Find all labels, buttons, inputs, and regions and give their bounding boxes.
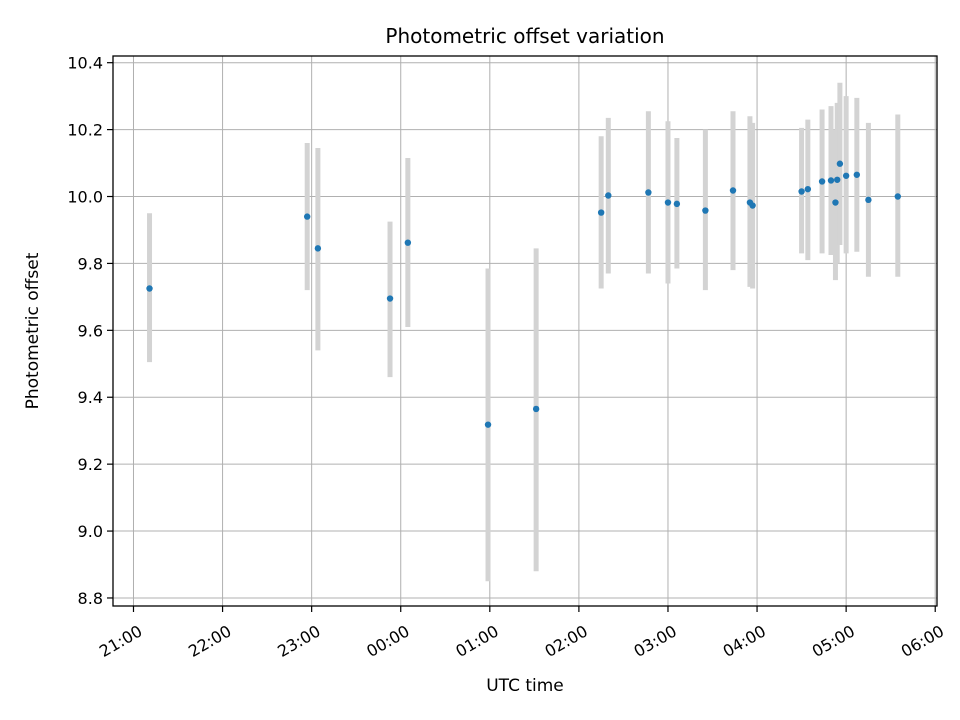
plot-frame <box>112 55 938 607</box>
y-tick-label: 8.8 <box>78 589 103 608</box>
data-point <box>484 421 492 428</box>
chart-title: Photometric offset variation <box>385 24 664 48</box>
y-tick-label: 10.2 <box>67 121 103 140</box>
y-tick-label: 10.4 <box>67 54 103 73</box>
data-point <box>894 193 902 200</box>
y-tick-label: 9.2 <box>78 455 103 474</box>
data-point <box>865 196 872 204</box>
data-point <box>749 202 756 209</box>
data-point <box>597 209 605 216</box>
data-point <box>404 239 412 246</box>
data-point <box>853 171 861 178</box>
data-point <box>798 188 805 195</box>
data-point <box>836 160 844 167</box>
data-point <box>314 245 322 252</box>
y-axis-label: Photometric offset <box>23 252 43 409</box>
data-point <box>702 207 709 214</box>
data-point <box>645 189 652 196</box>
y-tick-label: 9.8 <box>78 254 103 273</box>
data-point <box>673 200 681 208</box>
grid <box>113 56 937 606</box>
data-point <box>386 295 394 302</box>
y-tick-label: 9.6 <box>78 321 103 340</box>
x-axis-label: UTC time <box>486 676 564 696</box>
data-points <box>146 160 902 428</box>
data-point <box>834 176 841 183</box>
data-point <box>818 178 826 185</box>
data-point <box>532 405 540 413</box>
y-tick-label: 9.4 <box>78 388 103 407</box>
data-point <box>827 177 835 184</box>
y-tick-label: 9.0 <box>78 522 103 541</box>
y-tick-label: 10.0 <box>67 188 103 207</box>
data-point <box>729 187 737 194</box>
y-axis-ticks: 8.8 9.0 9.2 9.4 9.6 9.8 10.0 10.2 10.4 <box>67 54 113 608</box>
data-point <box>303 213 311 220</box>
data-point <box>605 192 612 199</box>
data-point <box>804 185 812 193</box>
data-point <box>842 172 850 179</box>
data-point <box>664 199 672 206</box>
data-point <box>146 285 153 292</box>
data-point <box>832 199 839 206</box>
